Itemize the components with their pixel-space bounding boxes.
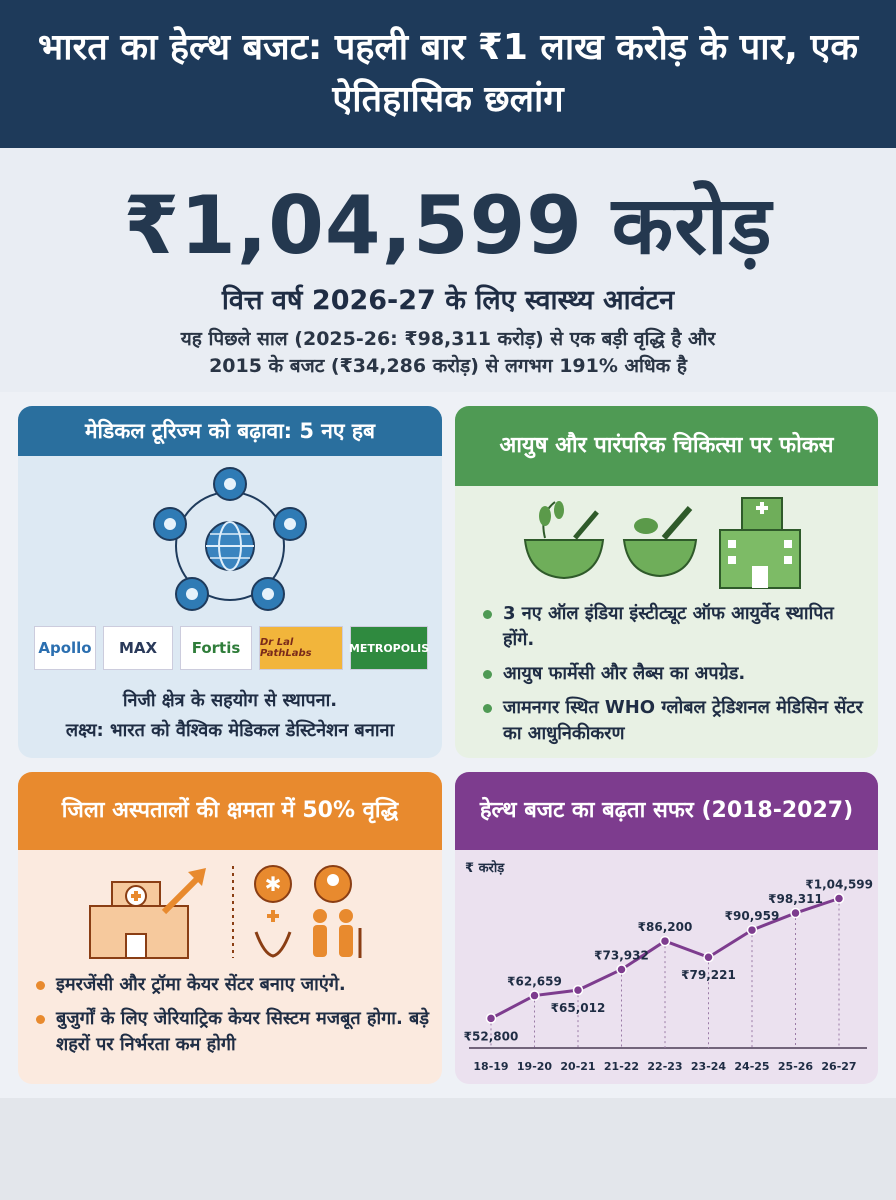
list-item: जामनगर स्थित WHO ग्लोबल ट्रेडिशनल मेडिसि… bbox=[479, 695, 864, 747]
svg-text:✱: ✱ bbox=[265, 872, 282, 896]
budget-line-chart: ₹ करोड़ ₹52,800 18-19 ₹62,659 19-20 ₹65,012 2… bbox=[464, 860, 873, 1073]
hero-desc-line2: 2015 के बजट (₹34,286 करोड़) से लगभग 191%… bbox=[209, 355, 687, 377]
medical-tourism-card: मेडिकल टूरिज्म को बढ़ावा: 5 नए हब Apollo… bbox=[18, 406, 442, 758]
data-point bbox=[485, 1013, 497, 1024]
data-point bbox=[529, 990, 540, 1001]
hero-description: यह पिछले साल (2025-26: ₹98,311 करोड़) से… bbox=[0, 326, 896, 380]
district-hospital-card: जिला अस्पतालों की क्षमता में 50% वृद्धि … bbox=[18, 772, 442, 1084]
ayush-card: आयुष और पारंपरिक चिकित्सा पर फोकस 3 नए ऑ… bbox=[455, 406, 878, 758]
virus-icon bbox=[153, 467, 307, 611]
data-label: ₹90,959 bbox=[725, 909, 780, 923]
herb-bowl-icon bbox=[523, 501, 605, 580]
ayush-bullets: 3 नए ऑल इंडिया इंस्टीट्यूट ऑफ आयुर्वेद स… bbox=[479, 601, 864, 755]
list-item: आयुष फार्मेसी और लैब्स का अपग्रेड. bbox=[479, 661, 864, 687]
data-label: ₹79,221 bbox=[681, 968, 736, 982]
medical-tourism-note: निजी क्षेत्र के सहयोग से स्थापना. लक्ष्य… bbox=[18, 686, 442, 746]
tick-label: 23-24 bbox=[691, 1060, 727, 1073]
data-point bbox=[703, 951, 714, 963]
hero-amount: ₹1,04,599 करोड़ bbox=[123, 179, 773, 272]
data-point bbox=[659, 935, 671, 947]
data-label: ₹98,311 bbox=[768, 892, 823, 906]
data-label: ₹65,012 bbox=[551, 1001, 606, 1015]
tick-label: 24-25 bbox=[734, 1060, 769, 1073]
data-label: ₹86,200 bbox=[638, 920, 693, 934]
list-item: इमरजेंसी और ट्रॉमा केयर सेंटर बनाए जाएंग… bbox=[32, 972, 432, 998]
tick-label: 18-19 bbox=[473, 1060, 508, 1073]
tick-label: 20-21 bbox=[560, 1060, 595, 1073]
district-icons: ✱ bbox=[89, 865, 362, 959]
data-label: ₹52,800 bbox=[464, 1029, 519, 1043]
hospital-icon bbox=[719, 497, 801, 589]
elderly-care-icon bbox=[314, 865, 352, 903]
data-point bbox=[790, 907, 801, 919]
logo-fortis: Fortis bbox=[180, 626, 252, 670]
data-point bbox=[833, 893, 845, 904]
district-hospital-title: जिला अस्पतालों की क्षमता में 50% वृद्धि bbox=[18, 772, 442, 850]
globe-network-icon bbox=[153, 467, 307, 611]
medical-tourism-title: मेडिकल टूरिज्म को बढ़ावा: 5 नए हब bbox=[18, 406, 442, 456]
hospital-growth-icon bbox=[89, 868, 206, 959]
logo-apollo: Apollo bbox=[34, 626, 96, 670]
hero-subtitle: वित्त वर्ष 2026-27 के लिए स्वास्थ्य आवंट… bbox=[221, 285, 675, 316]
header: भारत का हेल्थ बजट: पहली बार ₹1 लाख करोड़… bbox=[0, 0, 896, 148]
elderly-couple-icon bbox=[313, 909, 362, 958]
budget-growth-card: हेल्थ बजट का बढ़ता सफर (2018-2027) ₹ करो… bbox=[455, 772, 878, 1084]
chart-title: हेल्थ बजट का बढ़ता सफर (2018-2027) bbox=[455, 772, 878, 850]
data-point bbox=[572, 984, 584, 996]
hero-section: ₹1,04,599 करोड़ वित्त वर्ष 2026-27 के लि… bbox=[0, 148, 896, 392]
mortar-pestle-icon bbox=[622, 506, 698, 578]
partner-logos: Apollo MAX Fortis Dr Lal PathLabs METROP… bbox=[34, 626, 429, 670]
data-label: ₹62,659 bbox=[507, 975, 562, 989]
data-point bbox=[616, 964, 627, 975]
care-hands-icon bbox=[254, 910, 292, 958]
ayush-icons bbox=[523, 497, 801, 589]
hero-desc-line1: यह पिछले साल (2025-26: ₹98,311 करोड़) से… bbox=[180, 328, 716, 350]
series-line bbox=[490, 897, 840, 1020]
chart-ylabel: ₹ करोड़ bbox=[465, 860, 505, 876]
ayush-title: आयुष और पारंपरिक चिकित्सा पर फोकस bbox=[455, 406, 878, 486]
district-bullets: इमरजेंसी और ट्रॉमा केयर सेंटर बनाए जाएंग… bbox=[32, 972, 432, 1066]
list-item: बुजुर्गों के लिए जेरियाट्रिक केयर सिस्टम… bbox=[32, 1006, 432, 1058]
list-item: 3 नए ऑल इंडिया इंस्टीट्यूट ऑफ आयुर्वेद स… bbox=[479, 601, 864, 653]
page-title: भारत का हेल्थ बजट: पहली बार ₹1 लाख करोड़… bbox=[37, 27, 859, 120]
logo-max: MAX bbox=[103, 626, 173, 670]
tick-label: 26-27 bbox=[821, 1060, 856, 1073]
logo-metropolis: METROPOLIS bbox=[349, 626, 429, 670]
tick-label: 21-22 bbox=[604, 1060, 639, 1073]
note-line1: निजी क्षेत्र के सहयोग से स्थापना. bbox=[122, 690, 338, 711]
data-point bbox=[746, 924, 758, 936]
note-line2: लक्ष्य: भारत को वैश्विक मेडिकल डेस्टिनेश… bbox=[65, 720, 395, 741]
emergency-icon: ✱ bbox=[254, 865, 292, 903]
globe-icon bbox=[205, 521, 255, 571]
tick-label: 25-26 bbox=[778, 1060, 814, 1073]
tick-label: 19-20 bbox=[517, 1060, 553, 1073]
logo-lal-pathlabs: Dr Lal PathLabs bbox=[259, 626, 343, 670]
data-label: ₹1,04,599 bbox=[805, 877, 873, 891]
data-label: ₹73,932 bbox=[594, 948, 649, 962]
tick-label: 22-23 bbox=[647, 1060, 682, 1073]
footer-band bbox=[0, 1098, 896, 1200]
